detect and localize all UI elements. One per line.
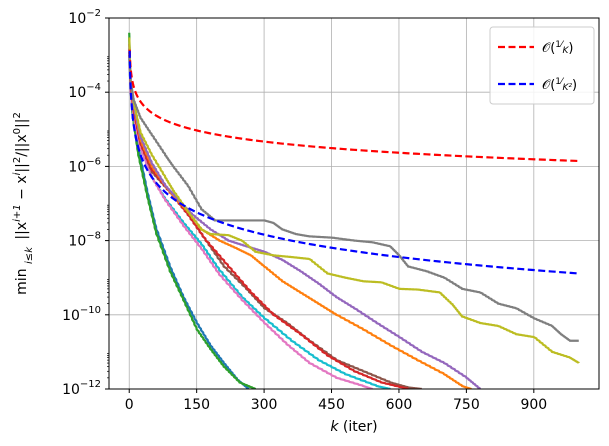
x-axis-label: k (iter)	[330, 419, 377, 435]
y-label-norm: ||	[14, 163, 30, 172]
y-label-minus: − x	[14, 175, 30, 204]
plot-area	[128, 32, 580, 389]
y-tick-label: 10−6	[68, 156, 101, 175]
y-label-div: /||x	[14, 134, 30, 156]
legend-1-o: 𝒪(	[542, 78, 555, 93]
y-tick-label: 10−12	[62, 379, 101, 398]
legend-0-o: 𝒪(	[542, 41, 555, 56]
x-tick-label: 450	[318, 397, 345, 413]
x-axis-label-var: k	[330, 419, 339, 435]
y-tick-label: 10−4	[68, 82, 101, 101]
y-label-sq2: 2	[12, 112, 23, 118]
x-tick-label: 150	[183, 397, 210, 413]
y-tick-base: 10	[62, 308, 80, 324]
y-label-norm2: ||	[14, 119, 30, 128]
legend-1-den: K²	[563, 83, 573, 93]
legend-0-slash: ⁄	[559, 40, 565, 50]
legend-0-den: K	[563, 46, 570, 56]
x-axis-label-rest: (iter)	[338, 419, 377, 435]
y-tick-base: 10	[68, 11, 86, 27]
y-tick-label: 10−2	[68, 8, 101, 27]
reference-line-1	[128, 50, 579, 275]
x-tick-label: 0	[125, 397, 134, 413]
series-line-3	[128, 54, 373, 389]
series-line-7	[128, 43, 481, 389]
series-line-9	[128, 54, 580, 342]
y-label-min: min	[14, 268, 30, 294]
legend-0-close: )	[568, 41, 573, 56]
y-label-expr: ||x	[14, 222, 30, 240]
y-tick-exp: −2	[86, 8, 101, 19]
y-tick-base: 10	[62, 382, 80, 398]
y-tick-base: 10	[68, 234, 86, 250]
y-tick-label: 10−8	[68, 231, 101, 250]
y-label-sup1: i+1	[12, 204, 23, 222]
y-tick-exp: −8	[86, 231, 101, 242]
y-tick-exp: −12	[80, 379, 101, 390]
legend-label-o-1-over-k: 𝒪(1⁄K)	[542, 40, 574, 56]
reference-line-0	[128, 49, 579, 163]
x-tick-label: 900	[520, 397, 547, 413]
series-line-2	[128, 57, 391, 389]
x-tick-label: 750	[453, 397, 480, 413]
y-axis-label: min i≤k ||xi+1 − xi||2/||x0||2	[12, 112, 36, 295]
legend-1-num: 1	[555, 77, 561, 87]
y-tick-exp: −10	[80, 305, 101, 316]
y-label-sub: i≤k	[24, 246, 35, 264]
y-tick-exp: −6	[86, 156, 101, 167]
y-label-sq: 2	[12, 157, 23, 163]
y-tick-exp: −4	[86, 82, 101, 93]
series-group	[128, 32, 580, 389]
y-tick-base: 10	[68, 85, 86, 101]
legend-1-close: )	[572, 78, 577, 93]
legend-box	[489, 26, 595, 105]
legend-0-num: 1	[555, 40, 561, 50]
y-label-sup3: 0	[12, 128, 23, 134]
series-line-8	[128, 36, 580, 364]
series-line-6	[128, 43, 472, 389]
legend-label-o-1-over-k2: 𝒪(1⁄K²)	[542, 77, 577, 93]
y-label-sup2: i	[12, 172, 23, 175]
y-tick-label: 10−10	[62, 305, 101, 324]
y-tick-base: 10	[68, 159, 86, 175]
legend: 𝒪(1⁄K) 𝒪(1⁄K²)	[489, 26, 595, 105]
legend-1-slash: ⁄	[559, 77, 565, 87]
plot-frame	[108, 17, 600, 390]
x-tick-label: 600	[386, 397, 413, 413]
x-axis: 0 150 300 450 600 750 900	[125, 389, 547, 413]
x-tick-label: 300	[251, 397, 278, 413]
